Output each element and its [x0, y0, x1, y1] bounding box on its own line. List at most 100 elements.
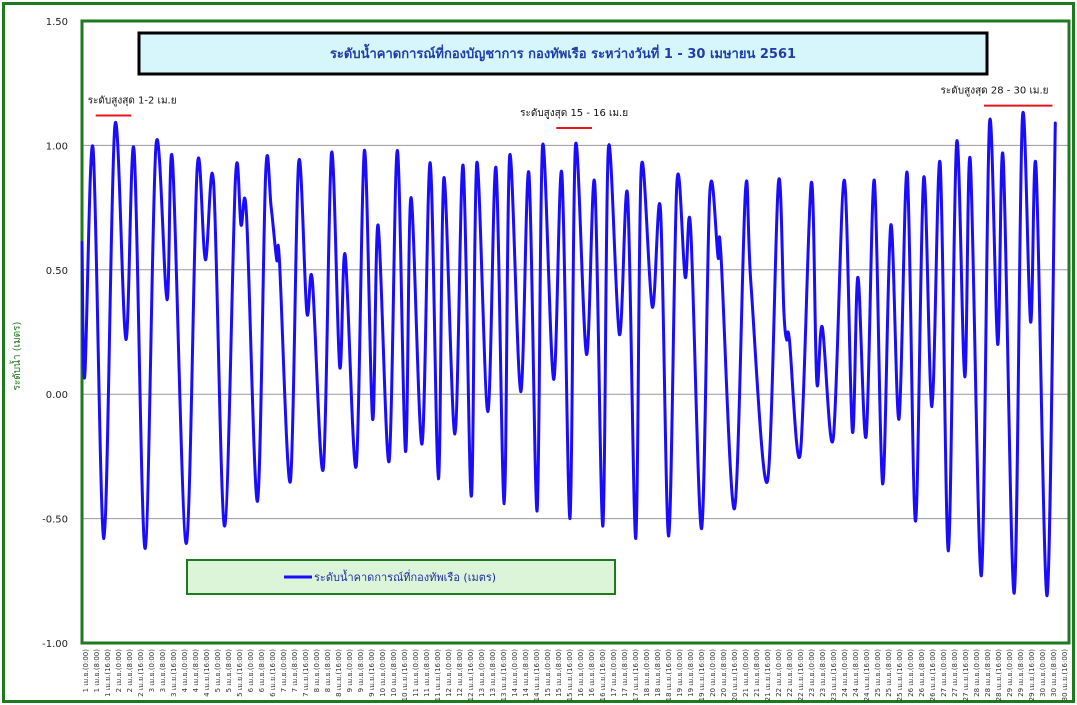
x-tick-label: 29 เม.ย.(16:00): [1028, 649, 1036, 702]
x-tick-label: 27 เม.ย.(0:00): [940, 649, 948, 697]
x-tick-label: 20 เม.ย.(8:00): [720, 649, 728, 697]
x-tick-label: 16 เม.ย.(16:00): [599, 649, 607, 702]
x-tick-label: 27 เม.ย.(16:00): [962, 649, 970, 702]
y-axis-label: ระดับน้ำ (เมตร): [9, 321, 23, 390]
x-axis-ticks: 1 เม.ย.(0:00) 1 เม.ย.(8:00) 1 เม.ย.(16:00)…: [82, 649, 1069, 702]
x-tick-label: 18 เม.ย.(16:00): [665, 649, 673, 702]
x-tick-label: 2 เม.ย.(0:00): [115, 649, 123, 693]
x-tick-label: 25 เม.ย.(8:00): [885, 649, 893, 697]
x-tick-label: 6 เม.ย.(8:00): [258, 649, 266, 693]
legend: ระดับน้ำคาดการณ์ที่กองทัพเรือ (เมตร): [186, 559, 616, 595]
x-tick-label: 17 เม.ย.(16:00): [632, 649, 640, 702]
x-tick-label: 22 เม.ย.(16:00): [797, 649, 805, 702]
annotation-label: ระดับสูงสุด 1-2 เม.ย: [88, 96, 177, 107]
x-tick-label: 17 เม.ย.(8:00): [621, 649, 629, 697]
x-tick-label: 22 เม.ย.(0:00): [775, 649, 783, 697]
x-tick-label: 12 เม.ย.(16:00): [467, 649, 475, 702]
x-tick-label: 21 เม.ย.(16:00): [764, 649, 772, 702]
x-tick-label: 26 เม.ย.(16:00): [929, 649, 937, 702]
x-tick-label: 19 เม.ย.(16:00): [698, 649, 706, 702]
y-tick-label: -1.00: [42, 639, 68, 650]
x-tick-label: 30 เม.ย.(0:00): [1039, 649, 1047, 697]
x-tick-label: 16 เม.ย.(8:00): [588, 649, 596, 697]
x-tick-label: 16 เม.ย.(0:00): [577, 649, 585, 697]
x-tick-label: 2 เม.ย.(8:00): [126, 649, 134, 693]
x-tick-label: 30 เม.ย.(8:00): [1050, 649, 1058, 697]
chart-title-box: ระดับน้ำคาดการณ์ที่กองบัญชาการ กองทัพเรื…: [137, 31, 989, 76]
x-tick-label: 4 เม.ย.(16:00): [203, 649, 211, 697]
x-tick-label: 24 เม.ย.(0:00): [841, 649, 849, 697]
x-tick-label: 13 เม.ย.(16:00): [500, 649, 508, 702]
x-tick-label: 24 เม.ย.(16:00): [863, 649, 871, 702]
x-tick-label: 26 เม.ย.(0:00): [907, 649, 915, 697]
x-tick-label: 13 เม.ย.(8:00): [489, 649, 497, 697]
x-tick-label: 20 เม.ย.(16:00): [731, 649, 739, 702]
x-tick-label: 8 เม.ย.(0:00): [313, 649, 321, 693]
x-tick-label: 20 เม.ย.(0:00): [709, 649, 717, 697]
x-tick-label: 24 เม.ย.(8:00): [852, 649, 860, 697]
y-tick-label: 0.00: [46, 390, 68, 401]
x-tick-label: 7 เม.ย.(8:00): [291, 649, 299, 693]
x-tick-label: 19 เม.ย.(8:00): [687, 649, 695, 697]
x-tick-label: 12 เม.ย.(8:00): [456, 649, 464, 697]
x-tick-label: 28 เม.ย.(0:00): [973, 649, 981, 697]
x-tick-label: 21 เม.ย.(8:00): [753, 649, 761, 697]
legend-box: [186, 559, 616, 595]
x-tick-label: 4 เม.ย.(8:00): [192, 649, 200, 693]
x-tick-label: 23 เม.ย.(16:00): [830, 649, 838, 702]
y-tick-label: -0.50: [42, 515, 68, 526]
x-tick-label: 21 เม.ย.(0:00): [742, 649, 750, 697]
x-tick-label: 11 เม.ย.(16:00): [434, 649, 442, 702]
x-tick-label: 18 เม.ย.(8:00): [654, 649, 662, 697]
x-tick-label: 14 เม.ย.(0:00): [511, 649, 519, 697]
x-tick-label: 19 เม.ย.(0:00): [676, 649, 684, 697]
x-tick-label: 23 เม.ย.(0:00): [808, 649, 816, 697]
x-tick-label: 30 เม.ย.(16:00): [1061, 649, 1069, 702]
x-tick-label: 9 เม.ย.(16:00): [368, 649, 376, 697]
x-tick-label: 10 เม.ย.(8:00): [390, 649, 398, 697]
x-tick-label: 7 เม.ย.(0:00): [280, 649, 288, 693]
x-tick-label: 17 เม.ย.(0:00): [610, 649, 618, 697]
x-tick-label: 28 เม.ย.(16:00): [995, 649, 1003, 702]
legend-label: ระดับน้ำคาดการณ์ที่กองทัพเรือ (เมตร): [314, 569, 496, 584]
x-tick-label: 12 เม.ย.(0:00): [445, 649, 453, 697]
x-tick-label: 11 เม.ย.(8:00): [423, 649, 431, 697]
x-tick-label: 15 เม.ย.(8:00): [555, 649, 563, 697]
x-tick-label: 18 เม.ย.(0:00): [643, 649, 651, 697]
x-tick-label: 6 เม.ย.(0:00): [247, 649, 255, 693]
x-tick-label: 28 เม.ย.(8:00): [984, 649, 992, 697]
x-tick-label: 11 เม.ย.(0:00): [412, 649, 420, 697]
x-tick-label: 5 เม.ย.(8:00): [225, 649, 233, 693]
x-tick-label: 1 เม.ย.(16:00): [104, 649, 112, 697]
x-tick-label: 27 เม.ย.(8:00): [951, 649, 959, 697]
x-tick-label: 3 เม.ย.(16:00): [170, 649, 178, 697]
x-tick-label: 9 เม.ย.(8:00): [357, 649, 365, 693]
annotation-label: ระดับสูงสุด 28 - 30 เม.ย: [941, 86, 1049, 97]
annotation-label: ระดับสูงสุด 15 - 16 เม.ย: [520, 108, 628, 119]
x-tick-label: 15 เม.ย.(16:00): [566, 649, 574, 702]
x-tick-label: 8 เม.ย.(16:00): [335, 649, 343, 697]
x-tick-label: 4 เม.ย.(0:00): [181, 649, 189, 693]
y-tick-label: 1.50: [46, 17, 68, 28]
x-tick-label: 29 เม.ย.(8:00): [1017, 649, 1025, 697]
x-tick-label: 1 เม.ย.(8:00): [93, 649, 101, 693]
chart-title: ระดับน้ำคาดการณ์ที่กองบัญชาการ กองทัพเรื…: [330, 43, 796, 62]
x-tick-label: 25 เม.ย.(16:00): [896, 649, 904, 702]
x-tick-label: 10 เม.ย.(0:00): [379, 649, 387, 697]
x-tick-label: 14 เม.ย.(16:00): [533, 649, 541, 702]
y-tick-label: 0.50: [46, 266, 68, 277]
x-tick-label: 22 เม.ย.(8:00): [786, 649, 794, 697]
x-tick-label: 8 เม.ย.(8:00): [324, 649, 332, 693]
x-tick-label: 25 เม.ย.(0:00): [874, 649, 882, 697]
x-tick-label: 2 เม.ย.(16:00): [137, 649, 145, 697]
x-tick-label: 13 เม.ย.(0:00): [478, 649, 486, 697]
x-tick-label: 29 เม.ย.(0:00): [1006, 649, 1014, 697]
x-tick-label: 5 เม.ย.(16:00): [236, 649, 244, 697]
x-tick-label: 1 เม.ย.(0:00): [82, 649, 90, 693]
y-tick-label: 1.00: [46, 141, 68, 152]
x-tick-label: 9 เม.ย.(0:00): [346, 649, 354, 693]
x-tick-label: 3 เม.ย.(0:00): [148, 649, 156, 693]
x-tick-label: 10 เม.ย.(16:00): [401, 649, 409, 702]
